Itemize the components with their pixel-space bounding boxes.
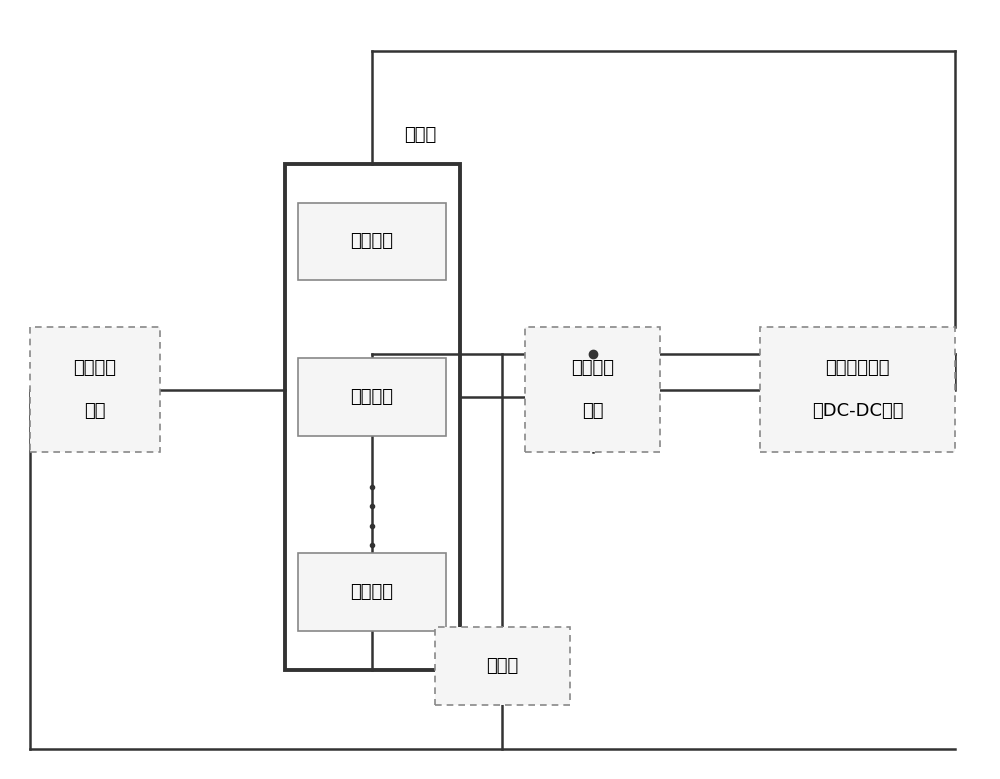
Text: 电路: 电路 [84,402,106,421]
Bar [435,627,570,705]
Text: 开关切换: 开关切换 [571,358,614,377]
Bar [285,164,460,670]
Text: 控制器: 控制器 [486,657,519,675]
Text: 电压采集: 电压采集 [74,358,116,377]
Text: 电池组: 电池组 [404,126,436,144]
Text: 软开关全桥双: 软开关全桥双 [825,358,890,377]
Text: 向DC-DC电路: 向DC-DC电路 [812,402,903,421]
Bar [30,327,160,452]
Bar [298,203,446,280]
Text: 电池单体: 电池单体 [351,583,394,601]
Bar [298,358,446,436]
Text: 电路: 电路 [582,402,603,421]
Bar [760,327,955,452]
Text: 电池单体: 电池单体 [351,388,394,407]
Bar [525,327,660,452]
Text: 电池单体: 电池单体 [351,232,394,251]
Bar [298,553,446,631]
